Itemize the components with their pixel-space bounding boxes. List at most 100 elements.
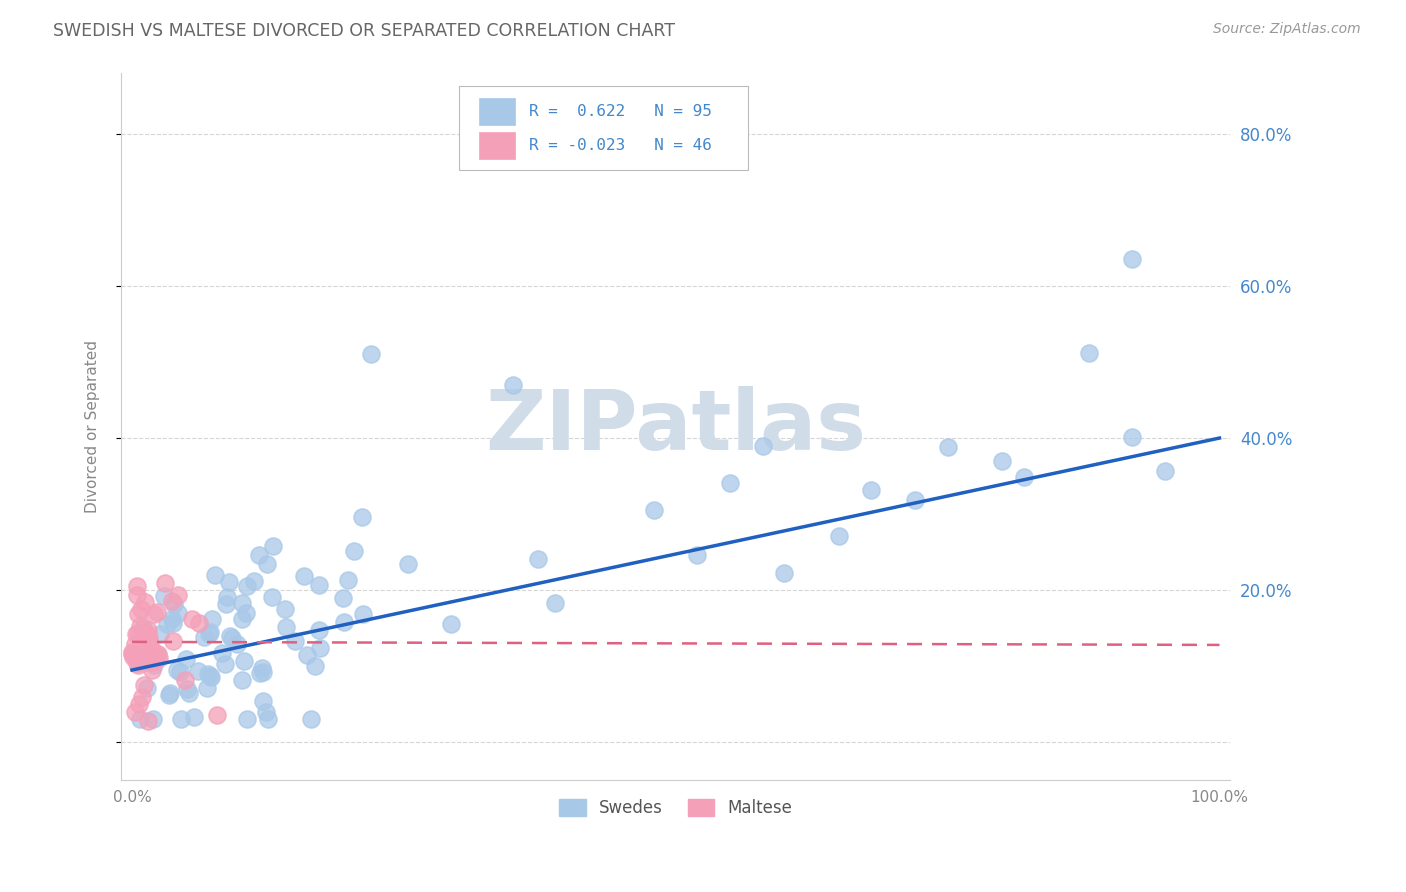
Point — [247, 549, 270, 563]
Point — [188, 615, 211, 630]
Point — [162, 594, 184, 608]
Point — [360, 347, 382, 361]
Point — [257, 713, 280, 727]
Point — [292, 569, 315, 583]
Point — [337, 573, 360, 587]
Point — [252, 665, 274, 680]
Point — [256, 557, 278, 571]
Point — [262, 539, 284, 553]
Point — [260, 590, 283, 604]
Point — [396, 557, 419, 571]
Point — [125, 657, 148, 671]
FancyBboxPatch shape — [479, 132, 515, 159]
Text: R = -0.023   N = 46: R = -0.023 N = 46 — [529, 137, 713, 153]
Point — [254, 706, 277, 720]
Point — [773, 566, 796, 580]
Point — [904, 492, 927, 507]
Point — [352, 607, 374, 622]
Point — [1154, 464, 1177, 478]
Point — [146, 647, 169, 661]
Point — [132, 678, 155, 692]
Point — [751, 439, 773, 453]
Point — [193, 630, 215, 644]
Point — [166, 606, 188, 620]
Point — [197, 626, 219, 640]
Point — [308, 640, 330, 655]
Point — [124, 705, 146, 719]
Point — [149, 626, 172, 640]
Point — [142, 713, 165, 727]
Point — [295, 648, 318, 662]
Point — [153, 575, 176, 590]
Point — [127, 626, 149, 640]
Point — [146, 648, 169, 662]
Point — [250, 661, 273, 675]
Point — [136, 623, 159, 637]
Point — [252, 694, 274, 708]
Point — [214, 657, 236, 671]
Point — [179, 686, 201, 700]
Point — [543, 597, 565, 611]
Point — [121, 645, 143, 659]
Point — [166, 664, 188, 678]
Point — [284, 633, 307, 648]
Point — [167, 588, 190, 602]
Point — [139, 641, 162, 656]
Point — [129, 619, 152, 633]
Point — [136, 714, 159, 728]
Point — [131, 643, 153, 657]
Point — [343, 544, 366, 558]
Point — [162, 612, 184, 626]
Point — [135, 656, 157, 670]
Point — [860, 483, 883, 497]
Point — [134, 594, 156, 608]
Point — [274, 620, 297, 634]
Point — [195, 681, 218, 695]
Point — [141, 664, 163, 678]
Point — [127, 607, 149, 622]
Point — [221, 632, 243, 646]
FancyBboxPatch shape — [479, 98, 515, 125]
Point — [200, 669, 222, 683]
Text: R =  0.622   N = 95: R = 0.622 N = 95 — [529, 103, 713, 119]
Point — [127, 579, 149, 593]
Point — [124, 637, 146, 651]
Y-axis label: Divorced or Separated: Divorced or Separated — [86, 340, 100, 513]
Point — [235, 606, 257, 620]
Point — [215, 597, 238, 611]
Point — [138, 631, 160, 645]
Point — [129, 602, 152, 616]
Point — [127, 658, 149, 673]
Point — [218, 575, 240, 590]
Point — [142, 656, 165, 670]
Point — [145, 605, 167, 619]
Text: Source: ZipAtlas.com: Source: ZipAtlas.com — [1213, 22, 1361, 37]
Point — [197, 666, 219, 681]
Point — [233, 654, 256, 668]
Point — [231, 612, 253, 626]
Point — [169, 665, 191, 679]
Point — [211, 646, 233, 660]
Point — [225, 637, 247, 651]
Point — [308, 578, 330, 592]
Point — [204, 568, 226, 582]
Point — [1121, 429, 1143, 443]
Point — [142, 650, 165, 665]
Point — [148, 651, 170, 665]
Point — [135, 626, 157, 640]
Point — [176, 681, 198, 696]
Point — [124, 627, 146, 641]
Point — [718, 476, 741, 491]
Point — [159, 686, 181, 700]
Point — [249, 666, 271, 681]
Point — [136, 628, 159, 642]
Point — [143, 657, 166, 672]
Point — [136, 681, 159, 696]
Point — [174, 652, 197, 666]
Point — [163, 597, 186, 611]
Point — [157, 688, 180, 702]
Point — [219, 629, 242, 643]
Point — [180, 612, 202, 626]
Point — [828, 529, 851, 543]
Point — [122, 649, 145, 664]
